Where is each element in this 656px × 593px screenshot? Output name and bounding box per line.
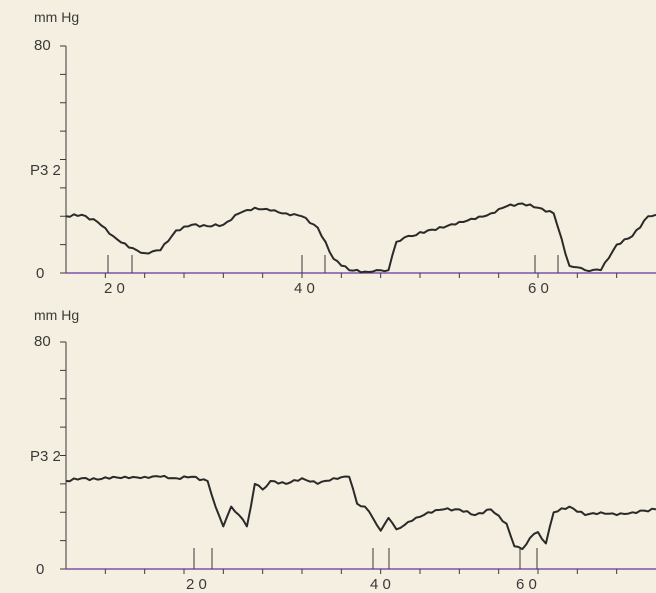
unit-label-bottom: mm Hg — [34, 307, 79, 323]
unit-label-top: mm Hg — [34, 9, 79, 25]
series-label-bottom: P3 2 — [30, 448, 61, 465]
pressure-trace-bottom — [65, 474, 656, 551]
xmarker-top-20: 2 0 — [104, 280, 125, 297]
xmarker-bottom-40: 4 0 — [370, 576, 391, 593]
pressure-trace-top — [65, 202, 656, 274]
y-minor-ticks-top — [60, 45, 66, 274]
x-minor-ticks-top — [104, 273, 618, 278]
xmarker-bottom-20: 2 0 — [186, 576, 207, 593]
xmarker-top-60: 6 0 — [528, 280, 549, 297]
ytick-top-80: 80 — [34, 37, 51, 54]
panel-bottom: mm Hg 80 0 P3 2 2 0 4 0 6 0 — [30, 307, 656, 593]
xmarker-top-40: 4 0 — [294, 280, 315, 297]
y-minor-ticks-bottom — [60, 341, 66, 570]
ytick-top-0: 0 — [36, 265, 44, 282]
panel-top: mm Hg 80 0 P3 2 2 0 4 0 6 0 — [30, 9, 656, 297]
xmarker-bottom-60: 6 0 — [516, 576, 537, 593]
ytick-bottom-80: 80 — [34, 333, 51, 350]
ytick-bottom-0: 0 — [36, 561, 44, 578]
series-label-top: P3 2 — [30, 162, 61, 179]
x-minor-ticks-bottom — [104, 569, 618, 574]
